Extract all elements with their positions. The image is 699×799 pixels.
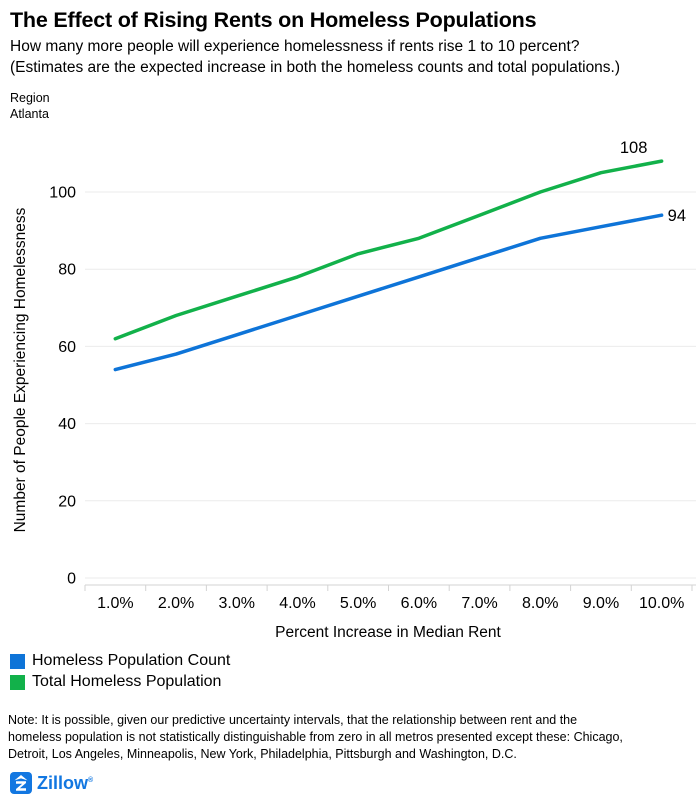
legend-item-total-homeless-population[interactable]: Total Homeless Population xyxy=(10,672,230,692)
subtitle-line-2: (Estimates are the expected increase in … xyxy=(10,59,621,76)
chart-legend: Homeless Population Count Total Homeless… xyxy=(10,651,230,693)
x-tick-label: 2.0% xyxy=(158,595,194,612)
x-tick-label: 5.0% xyxy=(340,595,376,612)
legend-label: Total Homeless Population xyxy=(32,673,222,690)
x-tick-label: 3.0% xyxy=(219,595,255,612)
y-axis-title: Number of People Experiencing Homelessne… xyxy=(12,207,29,532)
y-tick-label: 20 xyxy=(58,493,76,510)
series-end-label: 94 xyxy=(668,207,686,225)
legend-swatch-blue xyxy=(10,653,25,669)
zillow-wordmark: Zillow® xyxy=(37,772,94,793)
region-filter: Region Atlanta xyxy=(10,90,50,122)
x-tick-label: 10.0% xyxy=(639,595,684,612)
zillow-logo: Zillow® xyxy=(10,772,93,794)
y-tick-label: 80 xyxy=(58,262,76,279)
x-tick-label: 7.0% xyxy=(461,595,497,612)
region-filter-label: Region xyxy=(10,91,50,105)
y-tick-label: 60 xyxy=(58,339,76,356)
y-tick-label: 100 xyxy=(49,185,76,202)
x-tick-label: 9.0% xyxy=(583,595,619,612)
x-tick-label: 6.0% xyxy=(401,595,437,612)
x-tick-label: 4.0% xyxy=(279,595,315,612)
legend-label: Homeless Population Count xyxy=(32,652,231,669)
legend-item-homeless-population-count[interactable]: Homeless Population Count xyxy=(10,651,230,671)
footnote-line-1: Note: It is possible, given our predicti… xyxy=(8,713,578,727)
series-line-total-homeless-population xyxy=(113,159,664,341)
chart-title: The Effect of Rising Rents on Homeless P… xyxy=(10,8,537,32)
chart-subtitle: How many more people will experience hom… xyxy=(10,36,620,78)
footnote-line-2: homeless population is not statistically… xyxy=(8,730,623,744)
registered-mark: ® xyxy=(88,776,94,784)
region-filter-value[interactable]: Atlanta xyxy=(10,107,49,121)
footnote-line-3: Detroit, Los Angeles, Minneapolis, New Y… xyxy=(8,747,517,761)
y-tick-label: 0 xyxy=(67,571,76,588)
footnote: Note: It is possible, given our predicti… xyxy=(8,712,623,763)
zillow-house-icon xyxy=(10,772,32,794)
subtitle-line-1: How many more people will experience hom… xyxy=(10,38,580,55)
x-tick-label: 1.0% xyxy=(97,595,133,612)
x-axis-title: Percent Increase in Median Rent xyxy=(275,624,501,641)
x-tick-label: 8.0% xyxy=(522,595,558,612)
y-tick-label: 40 xyxy=(58,416,76,433)
series-line-homeless-population-count xyxy=(113,213,664,372)
series-end-label: 108 xyxy=(620,139,648,157)
line-chart: 0 20 40 60 80 100 1.0% 2.0% 3.0% 4.0% 5.0% 6.0% 7.0%… xyxy=(12,139,696,641)
legend-swatch-green xyxy=(10,674,25,690)
